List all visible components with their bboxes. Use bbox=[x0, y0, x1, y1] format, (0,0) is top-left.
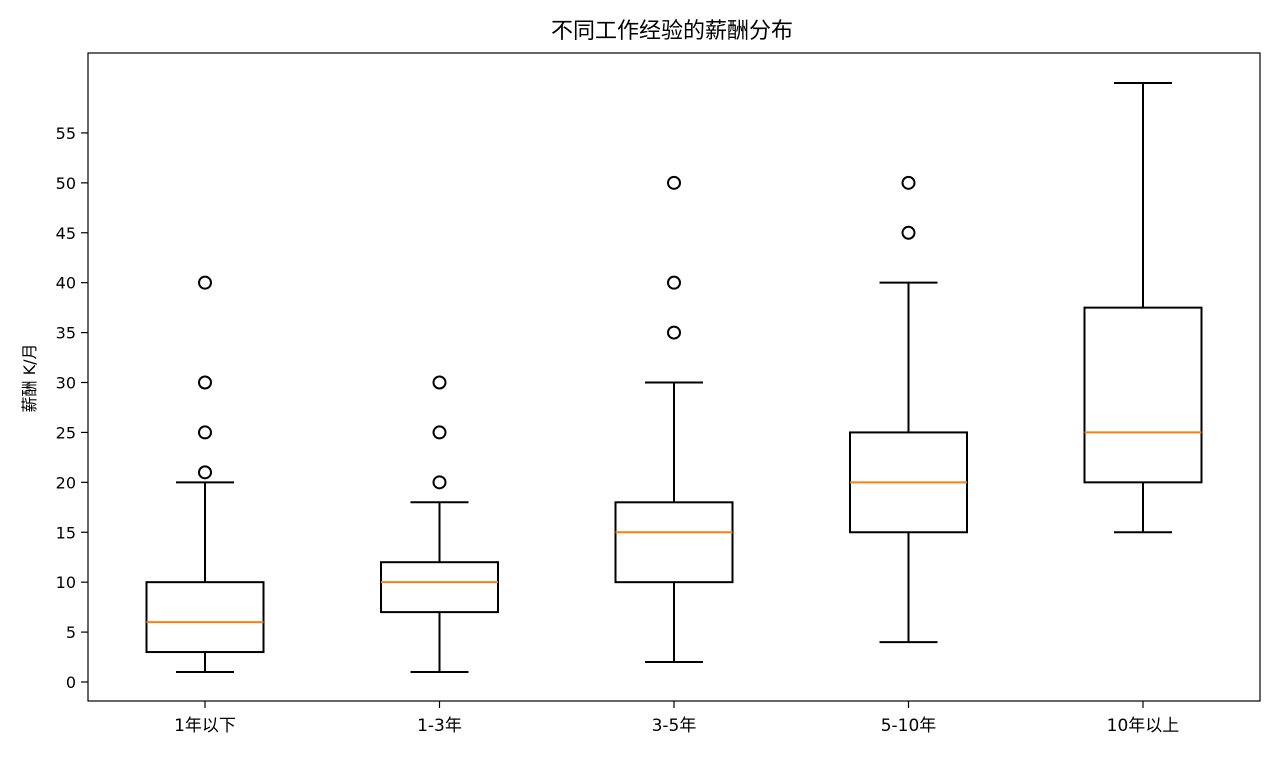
y-axis-label: 薪酬 K/月 bbox=[20, 344, 39, 413]
iqr-box bbox=[145, 581, 265, 654]
x-tick-label: 1年以下 bbox=[174, 716, 236, 736]
x-tick-label: 3-5年 bbox=[652, 716, 697, 736]
y-tick-label: 5 bbox=[66, 623, 76, 642]
y-tick-label: 20 bbox=[56, 473, 76, 492]
x-tick-label: 5-10年 bbox=[881, 716, 937, 736]
y-tick-label: 50 bbox=[56, 174, 76, 193]
box-group bbox=[614, 175, 734, 664]
y-tick-label: 15 bbox=[56, 523, 76, 542]
outlier-point bbox=[432, 375, 447, 390]
outlier-point bbox=[432, 425, 447, 440]
y-tick-label: 35 bbox=[56, 324, 76, 343]
outlier-point bbox=[198, 375, 212, 390]
y-tick-label: 55 bbox=[56, 124, 76, 143]
box-group bbox=[145, 275, 265, 674]
box-group bbox=[380, 375, 499, 674]
outlier-point bbox=[198, 275, 212, 290]
y-tick-label: 30 bbox=[56, 374, 76, 393]
iqr-box bbox=[614, 501, 734, 584]
outlier-point bbox=[667, 175, 681, 190]
y-tick-label: 45 bbox=[56, 224, 76, 243]
plot-area: 0 5 10 15 20 25 30 35 40 45 50 55 1年以下 1-3年 3-5年 5-10年 1… bbox=[56, 52, 1261, 736]
box-group bbox=[849, 175, 968, 644]
iqr-box bbox=[1083, 306, 1203, 484]
x-tick-label: 1-3年 bbox=[417, 716, 462, 736]
chart-title: 不同工作经验的薪酬分布 bbox=[551, 19, 793, 44]
outlier-point bbox=[667, 325, 681, 340]
y-tick-label: 0 bbox=[66, 673, 76, 692]
y-tick-label: 40 bbox=[56, 274, 76, 293]
outlier-point bbox=[667, 275, 681, 290]
outlier-point bbox=[901, 225, 916, 240]
y-tick-label: 10 bbox=[56, 573, 76, 592]
y-tick-label: 25 bbox=[56, 423, 76, 442]
outlier-point bbox=[901, 175, 916, 190]
outlier-point bbox=[432, 475, 447, 490]
box-group bbox=[1083, 82, 1203, 534]
iqr-box bbox=[380, 561, 499, 614]
x-tick-label: 10年以上 bbox=[1107, 716, 1180, 736]
outlier-point bbox=[198, 465, 212, 480]
outlier-point bbox=[198, 425, 212, 440]
